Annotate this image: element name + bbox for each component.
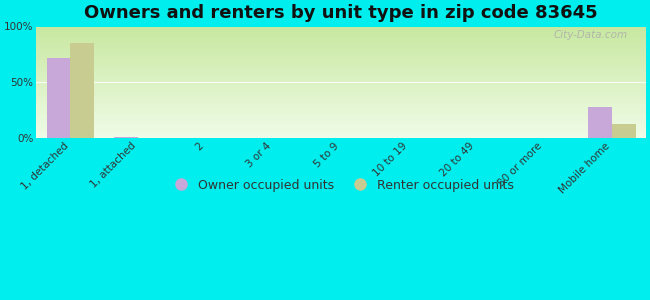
- Bar: [612, 124, 636, 138]
- Bar: [70, 43, 94, 138]
- Bar: [47, 58, 70, 138]
- Legend: Owner occupied units, Renter occupied units: Owner occupied units, Renter occupied un…: [163, 174, 519, 196]
- Text: City-Data.com: City-Data.com: [553, 30, 627, 40]
- Bar: [114, 137, 138, 138]
- Bar: [588, 107, 612, 138]
- Title: Owners and renters by unit type in zip code 83645: Owners and renters by unit type in zip c…: [84, 4, 598, 22]
